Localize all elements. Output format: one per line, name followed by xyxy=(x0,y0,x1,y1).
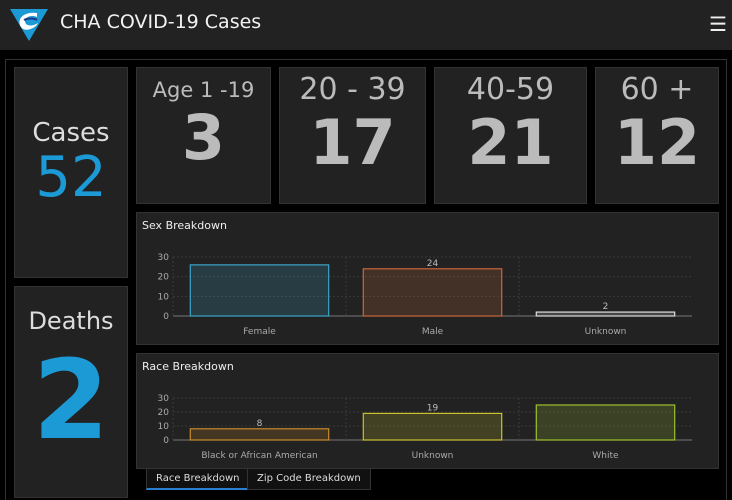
cases-card: Cases 52 xyxy=(14,67,128,278)
bar-unknown xyxy=(535,311,676,317)
app-title: CHA COVID-19 Cases xyxy=(60,11,262,33)
cases-value: 52 xyxy=(35,145,107,210)
sex-breakdown-chart: 0 10 20 30 Female 24 Male 2 Unknown xyxy=(158,253,692,337)
dashboard-frame xyxy=(5,59,727,500)
x-tick-label: Black or African American xyxy=(201,451,317,461)
bar-male xyxy=(362,268,503,317)
age-label: 40-59 xyxy=(466,72,555,107)
y-tick-label: 30 xyxy=(158,394,170,404)
race-breakdown-chart: 0 10 20 30 8 Black or African American 19 Unkno… xyxy=(158,394,692,461)
y-tick-label: 30 xyxy=(158,253,170,263)
deaths-label: Deaths xyxy=(28,307,114,335)
age-value: 21 xyxy=(467,106,554,179)
bar-black-or-african-american xyxy=(189,428,330,441)
x-tick-label: Male xyxy=(422,327,444,337)
data-label: 24 xyxy=(427,259,439,269)
race-breakdown-panel: Race Breakdown 0 10 20 30 8 Black or African … xyxy=(136,353,719,469)
x-tick-label: White xyxy=(592,451,619,461)
data-label: 2 xyxy=(603,302,609,312)
age-card-1-19: Age 1 -19 3 xyxy=(136,67,271,204)
sex-breakdown-panel: Sex Breakdown 0 10 20 30 Female 24 Male 2 Unknow… xyxy=(136,212,719,345)
age-label: 20 - 39 xyxy=(299,72,406,107)
data-label: 19 xyxy=(427,403,439,413)
y-tick-label: 0 xyxy=(163,436,169,446)
bar-unknown xyxy=(362,412,503,441)
y-tick-label: 0 xyxy=(163,312,169,322)
y-tick-label: 20 xyxy=(158,408,170,418)
x-tick-label: Female xyxy=(243,327,276,337)
age-label: 60 + xyxy=(620,72,694,107)
cases-label: Cases xyxy=(32,118,110,148)
y-tick-label: 20 xyxy=(158,273,170,283)
y-tick-label: 10 xyxy=(158,422,170,432)
age-value: 12 xyxy=(613,106,701,179)
age-label: Age 1 -19 xyxy=(152,78,255,102)
y-tick-label: 10 xyxy=(158,292,170,302)
deaths-card: Deaths 2 xyxy=(14,286,128,498)
chart-title: Race Breakdown xyxy=(142,360,234,373)
age-card-40-59: 40-59 21 xyxy=(434,67,587,204)
age-value: 3 xyxy=(181,101,226,174)
app-header: CHA COVID-19 Cases ☰ xyxy=(0,0,732,50)
bar-white xyxy=(535,404,676,441)
x-tick-label: Unknown xyxy=(585,327,627,337)
tab-zip-code-breakdown[interactable]: Zip Code Breakdown xyxy=(247,468,371,490)
deaths-value: 2 xyxy=(32,336,110,464)
chart-title: Sex Breakdown xyxy=(142,219,227,232)
bar-female xyxy=(189,264,330,317)
age-value: 17 xyxy=(309,106,396,179)
hamburger-icon[interactable]: ☰ xyxy=(709,12,727,36)
age-card-60-plus: 60 + 12 xyxy=(595,67,719,204)
age-card-20-39: 20 - 39 17 xyxy=(279,67,426,204)
tab-race-breakdown[interactable]: Race Breakdown xyxy=(146,468,250,490)
cha-logo xyxy=(10,9,48,41)
data-label: 8 xyxy=(257,419,263,429)
x-tick-label: Unknown xyxy=(412,451,454,461)
